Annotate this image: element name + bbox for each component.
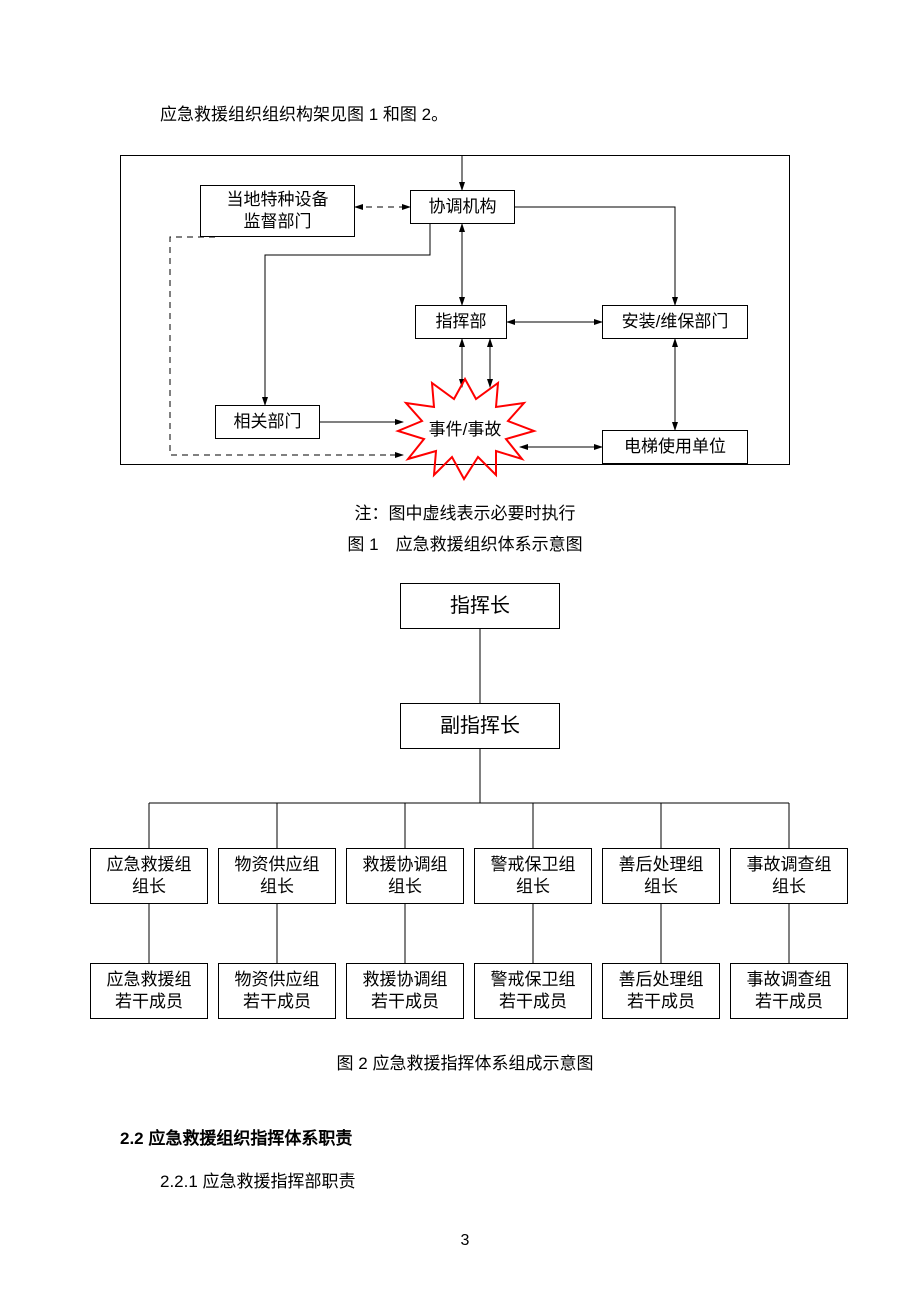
member-2: 救援协调组 若干成员 xyxy=(346,963,464,1019)
leader-0: 应急救援组 组长 xyxy=(90,848,208,904)
node-command: 指挥部 xyxy=(415,305,507,339)
node-related: 相关部门 xyxy=(215,405,320,439)
figure-1: coord --> 当 xyxy=(120,155,810,485)
leader-2: 救援协调组 组长 xyxy=(346,848,464,904)
leader-5: 事故调查组 组长 xyxy=(730,848,848,904)
leader-4: 善后处理组 组长 xyxy=(602,848,720,904)
member-3: 警戒保卫组 若干成员 xyxy=(474,963,592,1019)
node-install: 安装/维保部门 xyxy=(602,305,748,339)
figure-1-note: 注：图中虚线表示必要时执行 xyxy=(120,499,810,524)
figure-2-caption: 图 2 应急救援指挥体系组成示意图 xyxy=(120,1049,810,1074)
member-5: 事故调查组 若干成员 xyxy=(730,963,848,1019)
node-supervision: 当地特种设备 监督部门 xyxy=(200,185,355,237)
figure-1-caption: 图 1 应急救援组织体系示意图 xyxy=(120,530,810,555)
member-1: 物资供应组 若干成员 xyxy=(218,963,336,1019)
member-4: 善后处理组 若干成员 xyxy=(602,963,720,1019)
figure-2: 指挥长 副指挥长 应急救援组 组长物资供应组 组长救援协调组 组长警戒保卫组 组… xyxy=(90,583,860,1043)
node-user: 电梯使用单位 xyxy=(602,430,748,464)
node-deputy: 副指挥长 xyxy=(400,703,560,749)
subsection-heading: 2.2.1 应急救援指挥部职责 xyxy=(160,1167,810,1192)
node-commander: 指挥长 xyxy=(400,583,560,629)
section-heading: 2.2 应急救援组织指挥体系职责 xyxy=(120,1124,810,1149)
page-number: 3 xyxy=(120,1232,810,1250)
node-coord: 协调机构 xyxy=(410,190,515,224)
leader-1: 物资供应组 组长 xyxy=(218,848,336,904)
intro-text: 应急救援组织组织构架见图 1 和图 2。 xyxy=(160,100,810,125)
member-0: 应急救援组 若干成员 xyxy=(90,963,208,1019)
leader-3: 警戒保卫组 组长 xyxy=(474,848,592,904)
